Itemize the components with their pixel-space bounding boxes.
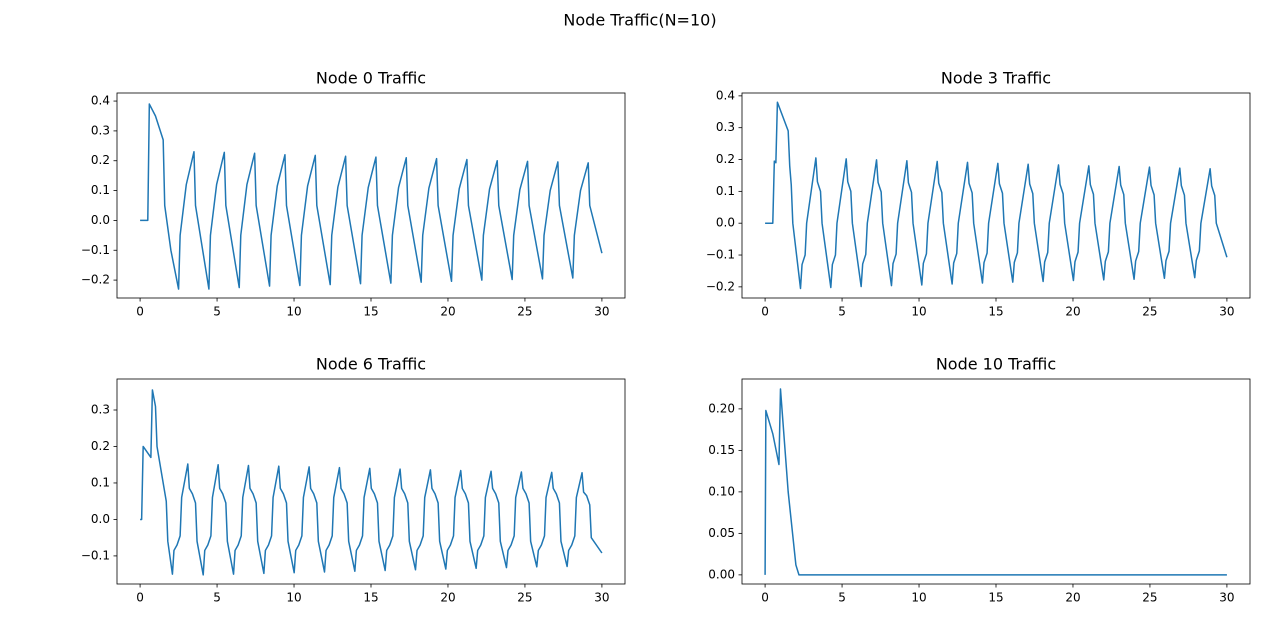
y-tick-label: 0.0 bbox=[91, 213, 110, 227]
y-tick-label: 0.3 bbox=[91, 403, 110, 417]
x-tick-label: 0 bbox=[761, 591, 769, 605]
x-tick-label: 30 bbox=[1219, 305, 1234, 319]
subplot-title: Node 10 Traffic bbox=[936, 355, 1056, 374]
x-tick-label: 20 bbox=[1065, 305, 1080, 319]
y-tick-label: −0.1 bbox=[706, 248, 735, 262]
x-tick-label: 10 bbox=[911, 591, 926, 605]
x-tick-label: 15 bbox=[988, 591, 1003, 605]
x-tick-label: 5 bbox=[838, 305, 846, 319]
data-line bbox=[140, 389, 603, 576]
subplot-title: Node 3 Traffic bbox=[941, 69, 1051, 88]
x-tick-label: 30 bbox=[594, 305, 609, 319]
data-line bbox=[764, 388, 1227, 576]
y-tick-label: −0.2 bbox=[706, 279, 735, 293]
x-tick-label: 25 bbox=[517, 591, 532, 605]
y-tick-label: 0.15 bbox=[708, 443, 735, 457]
y-tick-label: 0.1 bbox=[91, 475, 110, 489]
axes-frame bbox=[741, 92, 1251, 299]
x-tick-label: 10 bbox=[286, 305, 301, 319]
x-tick-label: 20 bbox=[440, 591, 455, 605]
figure-title: Node Traffic(N=10) bbox=[563, 11, 716, 30]
y-tick-label: 0.4 bbox=[716, 88, 735, 102]
y-tick-label: 0.1 bbox=[716, 184, 735, 198]
y-tick-label: 0.00 bbox=[708, 567, 735, 581]
x-tick-label: 15 bbox=[363, 305, 378, 319]
y-tick-label: 0.3 bbox=[91, 123, 110, 137]
y-tick-label: 0.4 bbox=[91, 94, 110, 108]
y-tick-label: 0.0 bbox=[91, 512, 110, 526]
x-tick-label: 20 bbox=[440, 305, 455, 319]
y-tick-label: 0.20 bbox=[708, 401, 735, 415]
data-line bbox=[765, 101, 1228, 290]
plot-area bbox=[764, 388, 1227, 576]
y-tick-label: 0.2 bbox=[91, 439, 110, 453]
y-tick-label: 0.2 bbox=[716, 152, 735, 166]
x-tick-label: 0 bbox=[761, 305, 769, 319]
x-tick-label: 30 bbox=[1219, 591, 1234, 605]
x-tick-label: 25 bbox=[1142, 305, 1157, 319]
x-tick-label: 0 bbox=[136, 591, 144, 605]
data-line bbox=[140, 103, 603, 290]
axes-frame bbox=[116, 92, 626, 299]
subplot-title: Node 6 Traffic bbox=[316, 355, 426, 374]
y-tick-label: 0.3 bbox=[716, 120, 735, 134]
x-tick-label: 25 bbox=[517, 305, 532, 319]
x-tick-label: 10 bbox=[911, 305, 926, 319]
x-tick-label: 5 bbox=[213, 305, 221, 319]
axes-frame bbox=[116, 378, 626, 585]
x-tick-label: 5 bbox=[838, 591, 846, 605]
x-tick-label: 15 bbox=[363, 591, 378, 605]
x-tick-label: 30 bbox=[594, 591, 609, 605]
x-tick-label: 25 bbox=[1142, 591, 1157, 605]
x-tick-label: 0 bbox=[136, 305, 144, 319]
y-tick-label: −0.2 bbox=[81, 273, 110, 287]
y-tick-label: 0.1 bbox=[91, 183, 110, 197]
plot-area bbox=[140, 103, 603, 290]
subplot-title: Node 0 Traffic bbox=[316, 69, 426, 88]
plot-area bbox=[140, 389, 603, 576]
x-tick-label: 15 bbox=[988, 305, 1003, 319]
x-tick-label: 5 bbox=[213, 591, 221, 605]
y-tick-label: 0.2 bbox=[91, 153, 110, 167]
y-tick-label: 0.05 bbox=[708, 526, 735, 540]
y-tick-label: −0.1 bbox=[81, 243, 110, 257]
x-tick-label: 20 bbox=[1065, 591, 1080, 605]
y-tick-label: −0.1 bbox=[81, 548, 110, 562]
y-tick-label: 0.0 bbox=[716, 216, 735, 230]
axes-frame bbox=[741, 378, 1251, 585]
y-tick-label: 0.10 bbox=[708, 484, 735, 498]
plot-area bbox=[765, 101, 1228, 290]
x-tick-label: 10 bbox=[286, 591, 301, 605]
